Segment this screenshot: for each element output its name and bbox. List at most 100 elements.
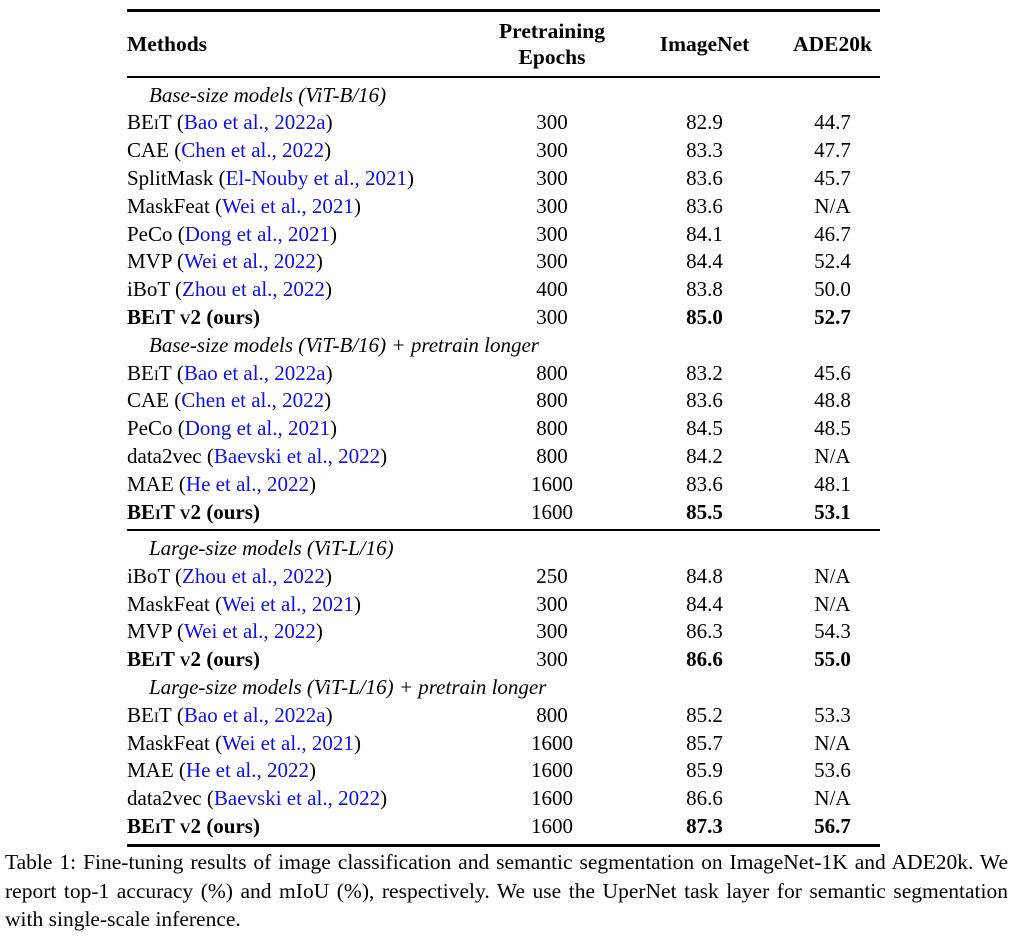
imagenet-cell: 83.3 [686, 138, 723, 163]
citation-link[interactable]: He et al., 2022 [185, 758, 309, 783]
table-bottom-rule [127, 843, 880, 847]
imagenet-cell: 85.5 [686, 499, 723, 524]
table-header: Methods Pretraining Epochs ImageNet ADE2… [127, 12, 880, 76]
method-name: BEiT [127, 702, 172, 727]
imagenet-cell: 85.7 [686, 730, 723, 755]
epochs-cell: 300 [536, 193, 568, 218]
ade20k-cell: N/A [814, 443, 851, 468]
citation: (He et al., 2022) [173, 758, 316, 783]
citation-link[interactable]: Chen et al., 2022 [181, 388, 325, 413]
table-row: PeCo (Dong et al., 2021) 800 84.5 48.5 [127, 415, 880, 443]
citation-link[interactable]: Wei et al., 2022 [184, 249, 316, 274]
imagenet-cell: 84.1 [686, 221, 723, 246]
table-row: MaskFeat (Wei et al., 2021) 1600 85.7 N/… [127, 730, 880, 758]
citation-link[interactable]: Wei et al., 2021 [222, 730, 354, 755]
section-label: Base-size models (ViT-B/16) + pretrain l… [149, 332, 539, 357]
table-top-rule [127, 9, 880, 12]
citation-link[interactable]: Wei et al., 2022 [184, 619, 316, 644]
citation-link[interactable]: Baevski et al., 2022 [213, 786, 381, 811]
citation-link[interactable]: Zhou et al., 2022 [182, 563, 325, 588]
citation-link[interactable]: Zhou et al., 2022 [182, 277, 325, 302]
imagenet-cell: 83.8 [686, 277, 723, 302]
method-name: data2vec [127, 443, 202, 468]
method-cell: MAE (He et al., 2022) [127, 471, 462, 499]
method-name: BEiT v2 [127, 499, 202, 524]
method-name: data2vec [127, 786, 202, 811]
epochs-cell: 800 [536, 360, 568, 385]
citation: (Wei et al., 2021) [209, 193, 361, 218]
method-name: PeCo [127, 221, 173, 246]
citation: (Bao et al., 2022a) [171, 360, 333, 385]
method-cell: BEiT v2 (ours) [127, 304, 462, 332]
table-header-rule [127, 76, 880, 78]
col-header-pretraining-line1: Pretraining [499, 19, 605, 43]
citation: (Wei et al., 2021) [209, 591, 361, 616]
table-row: SplitMask (El-Nouby et al., 2021) 300 83… [127, 165, 880, 193]
citation: (Dong et al., 2021) [172, 221, 337, 246]
epochs-cell: 1600 [531, 730, 573, 755]
section-header-row: Large-size models (ViT-L/16) + pretrain … [127, 674, 880, 702]
method-name: MAE [127, 758, 174, 783]
epochs-cell: 300 [536, 304, 568, 329]
citation-link[interactable]: He et al., 2022 [185, 471, 309, 496]
method-suffix: (ours) [201, 304, 260, 329]
citation-link[interactable]: Dong et al., 2021 [184, 416, 330, 441]
table-row: MAE (He et al., 2022) 1600 83.6 48.1 [127, 471, 880, 499]
table-row: MVP (Wei et al., 2022) 300 84.4 52.4 [127, 248, 880, 276]
table-row: BEiT v2 (ours) 300 86.6 55.0 [127, 646, 880, 674]
citation-link[interactable]: Baevski et al., 2022 [213, 443, 381, 468]
citation-link[interactable]: Dong et al., 2021 [184, 221, 330, 246]
col-header-pretraining-line2: Epochs [518, 45, 586, 69]
method-cell: PeCo (Dong et al., 2021) [127, 415, 462, 443]
epochs-cell: 1600 [531, 758, 573, 783]
table-row: MVP (Wei et al., 2022) 300 86.3 54.3 [127, 618, 880, 646]
section-label: Large-size models (ViT-L/16) [149, 535, 394, 560]
method-name: MVP [127, 619, 172, 644]
ade20k-cell: N/A [814, 591, 851, 616]
ade20k-cell: 48.8 [814, 388, 851, 413]
citation-link[interactable]: El-Nouby et al., 2021 [225, 165, 407, 190]
method-suffix: (ours) [201, 647, 260, 672]
table-row: iBoT (Zhou et al., 2022) 250 84.8 N/A [127, 563, 880, 591]
citation: (Chen et al., 2022) [169, 388, 332, 413]
epochs-cell: 1600 [531, 813, 573, 838]
method-cell: data2vec (Baevski et al., 2022) [127, 785, 462, 813]
method-suffix: (ours) [201, 813, 260, 838]
epochs-cell: 300 [536, 591, 568, 616]
citation-link[interactable]: Bao et al., 2022a [183, 110, 326, 135]
imagenet-cell: 83.6 [686, 471, 723, 496]
epochs-cell: 300 [536, 221, 568, 246]
table-row: iBoT (Zhou et al., 2022) 400 83.8 50.0 [127, 276, 880, 304]
citation-link[interactable]: Wei et al., 2021 [222, 193, 354, 218]
epochs-cell: 400 [536, 277, 568, 302]
imagenet-cell: 84.5 [686, 416, 723, 441]
method-cell: iBoT (Zhou et al., 2022) [127, 563, 462, 591]
method-name: BEiT v2 [127, 647, 202, 672]
method-cell: CAE (Chen et al., 2022) [127, 137, 462, 165]
method-name: MaskFeat [127, 730, 210, 755]
citation-link[interactable]: Wei et al., 2021 [222, 591, 354, 616]
imagenet-cell: 86.3 [686, 619, 723, 644]
citation: (Zhou et al., 2022) [169, 563, 332, 588]
epochs-cell: 1600 [531, 471, 573, 496]
citation-link[interactable]: Bao et al., 2022a [183, 702, 326, 727]
citation-link[interactable]: Chen et al., 2022 [181, 138, 325, 163]
ade20k-cell: 53.1 [814, 499, 851, 524]
epochs-cell: 250 [536, 563, 568, 588]
epochs-cell: 800 [536, 443, 568, 468]
imagenet-cell: 83.6 [686, 388, 723, 413]
table-row: BEiT (Bao et al., 2022a) 800 83.2 45.6 [127, 360, 880, 388]
table-row: CAE (Chen et al., 2022) 800 83.6 48.8 [127, 387, 880, 415]
section-header-row: Large-size models (ViT-L/16) [127, 535, 880, 563]
method-name: CAE [127, 138, 169, 163]
method-cell: iBoT (Zhou et al., 2022) [127, 276, 462, 304]
citation: (Chen et al., 2022) [169, 138, 332, 163]
citation: (Wei et al., 2022) [171, 249, 323, 274]
epochs-cell: 800 [536, 702, 568, 727]
method-cell: PeCo (Dong et al., 2021) [127, 221, 462, 249]
citation: (Bao et al., 2022a) [171, 702, 333, 727]
method-suffix: (ours) [201, 499, 260, 524]
method-name: iBoT [127, 563, 170, 588]
method-cell: MVP (Wei et al., 2022) [127, 248, 462, 276]
citation-link[interactable]: Bao et al., 2022a [183, 360, 326, 385]
